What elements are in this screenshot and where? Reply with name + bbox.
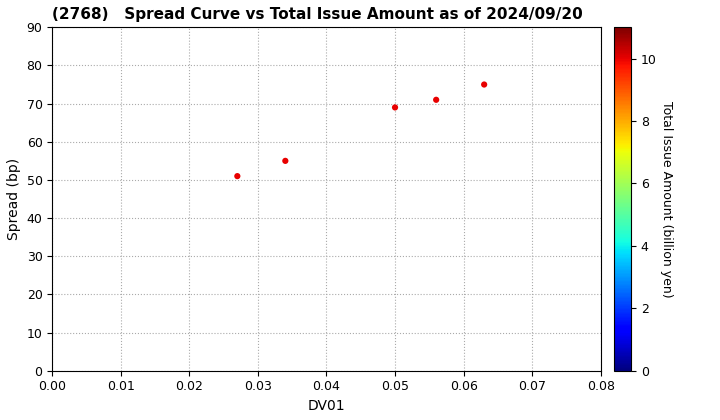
Point — [232, 173, 243, 179]
Y-axis label: Spread (bp): Spread (bp) — [7, 158, 21, 240]
Point — [279, 158, 291, 164]
Point — [431, 97, 442, 103]
X-axis label: DV01: DV01 — [307, 399, 346, 413]
Text: (2768)   Spread Curve vs Total Issue Amount as of 2024/09/20: (2768) Spread Curve vs Total Issue Amoun… — [53, 7, 583, 22]
Point — [390, 104, 401, 111]
Point — [478, 81, 490, 88]
Y-axis label: Total Issue Amount (billion yen): Total Issue Amount (billion yen) — [660, 101, 673, 297]
